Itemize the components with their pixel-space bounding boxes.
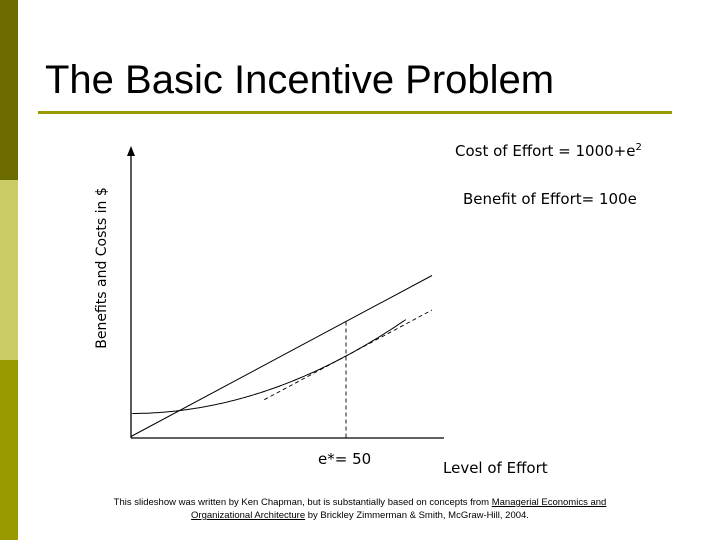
title-underline xyxy=(38,111,672,114)
accent-bar-bottom xyxy=(0,360,18,540)
accent-bar-middle xyxy=(0,180,18,360)
slide-title: The Basic Incentive Problem xyxy=(45,58,555,102)
optimum-label: e*= 50 xyxy=(318,450,371,468)
book-title-link-cont[interactable]: Organizational Architecture xyxy=(191,510,306,521)
footer-text: This slideshow was written by Ken Chapma… xyxy=(113,497,492,508)
footer-citation: This slideshow was written by Ken Chapma… xyxy=(0,496,720,522)
footer-text-end: by Brickley Zimmerman & Smith, McGraw-Hi… xyxy=(305,510,529,521)
accent-bar-top xyxy=(0,0,18,180)
tangent-line xyxy=(264,309,433,401)
cost-curve xyxy=(132,319,407,414)
cost-label: Cost of Effort = 1000+e2 xyxy=(455,142,642,160)
y-axis-arrow xyxy=(127,146,135,156)
y-axis-label: Benefits and Costs in $ xyxy=(94,187,110,349)
x-axis-label: Level of Effort xyxy=(443,459,548,477)
benefit-label: Benefit of Effort= 100e xyxy=(463,190,637,208)
book-title-link[interactable]: Managerial Economics and xyxy=(491,497,607,508)
benefit-line xyxy=(130,275,433,437)
